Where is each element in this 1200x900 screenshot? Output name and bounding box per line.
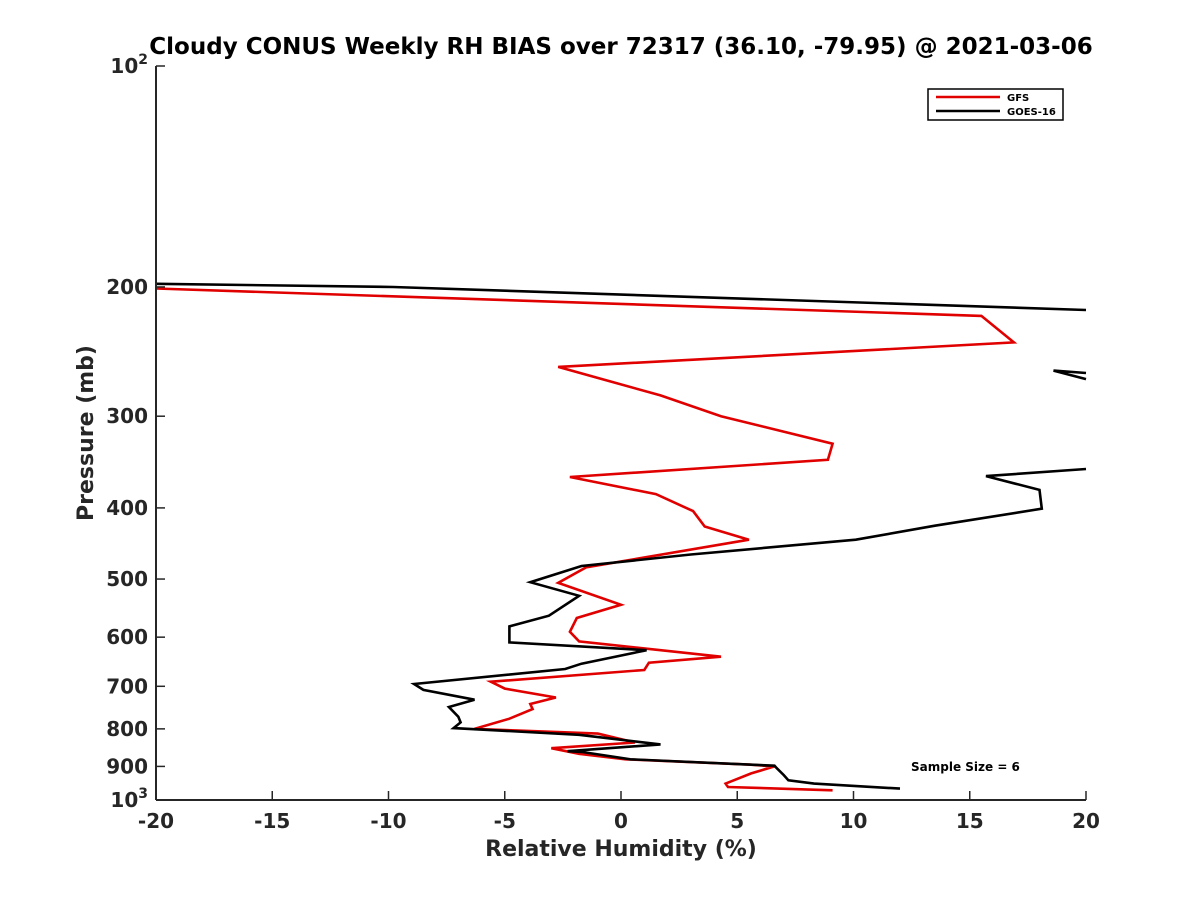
x-tick-label: -10 [370,809,406,833]
x-axis-label: Relative Humidity (%) [485,837,757,862]
x-tick-label: -20 [138,809,174,833]
series-segment-goes16-0 [155,282,1087,312]
legend: GFS GOES-16 [927,88,1064,121]
y-tick-label: 500 [106,567,148,591]
sample-size-annotation: Sample Size = 6 [911,760,1020,774]
x-tick-label: 15 [956,809,984,833]
series-segment-goes16-1 [1053,369,1087,381]
x-tick-label: 0 [614,809,628,833]
y-tick-label: 400 [106,496,148,520]
y-tick-label: 300 [106,404,148,428]
x-tick-label: 20 [1072,809,1100,833]
series-line-gfs [155,287,1018,792]
y-tick-label: 600 [106,625,148,649]
y-tick-label: 900 [106,754,148,778]
legend-label-goes16: GOES-16 [1007,107,1056,118]
y-tick-label: 700 [106,674,148,698]
x-tick-label: -5 [494,809,516,833]
y-tick-label: 102 [110,52,148,78]
x-tick-label: 10 [840,809,868,833]
plot-area: -20 -15 -10 -5 0 5 10 15 20 102 200 300 400 500 600 70… [106,52,1100,833]
x-tick-label: 5 [730,809,744,833]
x-tick-label: -15 [254,809,290,833]
legend-box [927,88,1064,121]
y-axis-label: Pressure (mb) [74,345,99,521]
y-tick-label: 800 [106,717,148,741]
x-axis-ticks: -20 -15 -10 -5 0 5 10 15 20 [138,791,1100,833]
series-line-goes16 [410,467,1087,790]
legend-label-gfs: GFS [1007,93,1029,104]
chart-title: Cloudy CONUS Weekly RH BIAS over 72317 (… [149,34,1092,60]
y-tick-label: 200 [106,275,148,299]
